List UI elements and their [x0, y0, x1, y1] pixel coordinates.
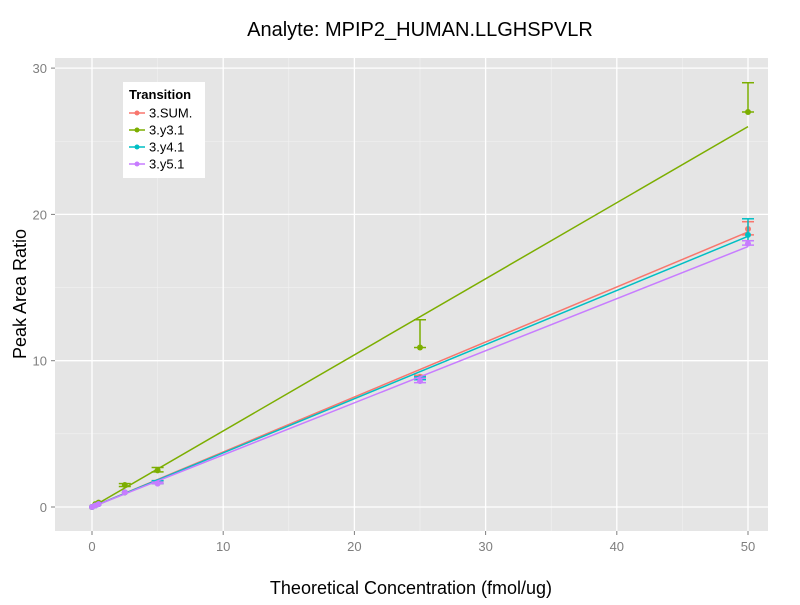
data-point — [154, 467, 161, 474]
x-tick-label: 20 — [347, 539, 361, 554]
y-tick-label: 10 — [33, 354, 47, 369]
y-tick-label: 0 — [40, 500, 47, 515]
data-point — [154, 480, 161, 487]
legend-marker — [134, 144, 140, 150]
y-tick-label: 30 — [33, 61, 47, 76]
data-point — [95, 501, 102, 508]
x-tick-label: 10 — [216, 539, 230, 554]
data-point — [417, 344, 423, 351]
data-point — [417, 378, 423, 385]
data-point — [745, 240, 751, 247]
legend-label: 3.y5.1 — [149, 157, 184, 172]
x-tick-label: 0 — [88, 539, 95, 554]
fit-line-3.y5.1 — [91, 245, 749, 508]
data-point — [745, 231, 751, 238]
legend-label: 3.y3.1 — [149, 123, 184, 138]
fit-line-3.y4.1 — [91, 235, 749, 508]
legend-marker — [134, 127, 140, 133]
legend-title: Transition — [129, 87, 191, 102]
legend-marker — [134, 110, 140, 116]
y-tick-label: 20 — [33, 207, 47, 222]
data-point — [121, 489, 128, 496]
legend-label: 3.SUM. — [149, 106, 192, 121]
x-tick-label: 30 — [478, 539, 492, 554]
x-tick-label: 50 — [741, 539, 755, 554]
y-axis-label: Peak Area Ratio — [10, 229, 30, 359]
legend-marker — [134, 161, 140, 167]
chart-title: Analyte: MPIP2_HUMAN.LLGHSPVLR — [247, 19, 593, 41]
x-axis-label: Theoretical Concentration (fmol/ug) — [270, 578, 552, 598]
data-point — [121, 482, 128, 489]
legend-label: 3.y4.1 — [149, 140, 184, 155]
x-tick-label: 40 — [610, 539, 624, 554]
data-point — [745, 108, 751, 115]
fit-line-3.y3.1 — [91, 125, 749, 508]
legend: Transition 3.SUM. 3.y3.1 3.y4.1 3.y5.1 — [123, 82, 205, 178]
